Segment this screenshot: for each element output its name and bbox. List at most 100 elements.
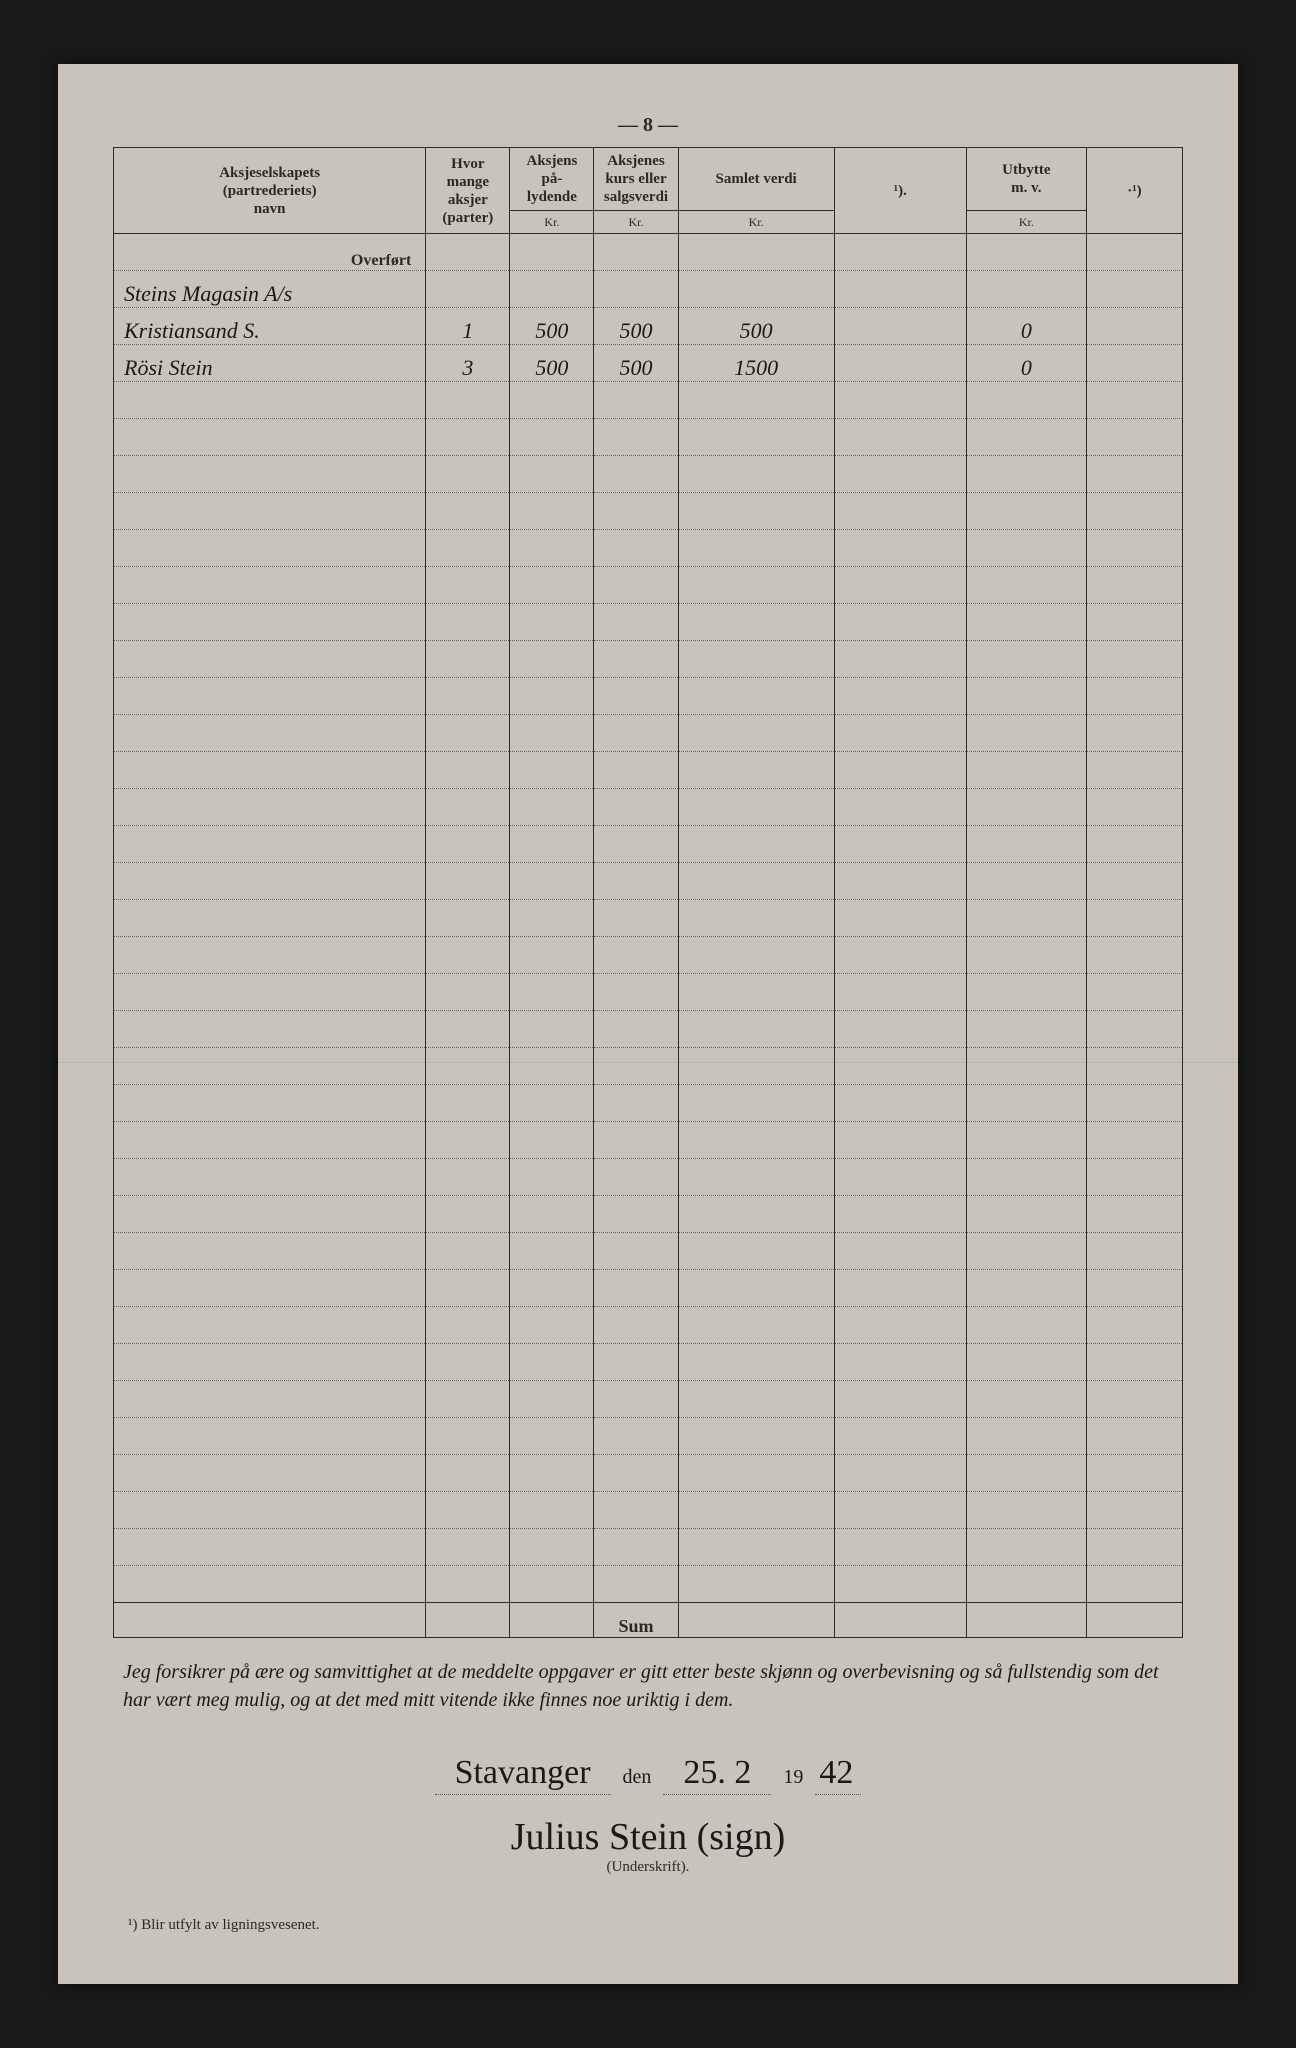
cell-empty <box>510 567 594 604</box>
table-row-empty <box>114 715 1183 752</box>
cell-empty <box>834 1122 966 1159</box>
cell-empty <box>678 493 834 530</box>
cell-empty <box>114 1011 426 1048</box>
table-row-empty <box>114 419 1183 456</box>
cell-empty <box>114 604 426 641</box>
cell-empty <box>966 678 1086 715</box>
cell-empty <box>426 1048 510 1085</box>
cell-empty <box>594 234 678 271</box>
cell-empty <box>834 1196 966 1233</box>
cell-empty <box>510 1085 594 1122</box>
den-label: den <box>623 1766 652 1789</box>
cell-empty <box>678 974 834 1011</box>
cell-empty <box>678 1196 834 1233</box>
cell-empty <box>114 974 426 1011</box>
cell-palydende <box>510 271 594 308</box>
cell-empty <box>426 530 510 567</box>
cell-empty <box>594 678 678 715</box>
cell-samlet <box>678 271 834 308</box>
cell-empty <box>426 1307 510 1344</box>
cell-empty <box>966 752 1086 789</box>
cell-empty <box>678 382 834 419</box>
cell-empty <box>966 641 1086 678</box>
cell-empty <box>594 1011 678 1048</box>
table-row-empty <box>114 1159 1183 1196</box>
cell-empty <box>834 1159 966 1196</box>
cell-empty <box>1086 1529 1182 1566</box>
cell-empty <box>1086 1307 1182 1344</box>
cell-empty <box>594 604 678 641</box>
cell-empty <box>1086 1085 1182 1122</box>
cell-empty <box>678 1455 834 1492</box>
cell-empty <box>834 678 966 715</box>
cell-empty <box>966 715 1086 752</box>
table-row-empty <box>114 1011 1183 1048</box>
cell-empty <box>834 1566 966 1603</box>
cell-salgsverdi <box>594 271 678 308</box>
cell-empty <box>1086 1233 1182 1270</box>
cell-empty <box>678 826 834 863</box>
cell-empty <box>114 1048 426 1085</box>
cell-aksjer <box>426 271 510 308</box>
table-header: Aksjeselskapets (partrederiets) navn Hvo… <box>114 148 1183 234</box>
table-row-empty <box>114 863 1183 900</box>
cell-empty <box>426 1122 510 1159</box>
cell-empty <box>114 826 426 863</box>
cell-empty <box>678 1529 834 1566</box>
cell-empty <box>114 1307 426 1344</box>
cell-empty <box>426 1270 510 1307</box>
cell-empty <box>966 456 1086 493</box>
page-number: — 8 — <box>113 114 1183 137</box>
cell-empty <box>594 493 678 530</box>
table-row-empty <box>114 1344 1183 1381</box>
date-handwritten: 25. 2 <box>663 1754 771 1795</box>
cell-empty <box>510 789 594 826</box>
cell-empty <box>594 1344 678 1381</box>
cell-empty <box>966 789 1086 826</box>
cell-empty <box>594 419 678 456</box>
sum-cell <box>114 1603 426 1638</box>
footnote: ¹) Blir utfylt av ligningsvesenet. <box>128 1917 320 1934</box>
cell-empty <box>1086 1344 1182 1381</box>
cell-empty <box>966 604 1086 641</box>
cell-empty <box>114 863 426 900</box>
cell-palydende: 500 <box>510 308 594 345</box>
cell-empty <box>678 1307 834 1344</box>
cell-empty <box>426 493 510 530</box>
col-note1: ¹). <box>834 148 966 234</box>
cell-empty <box>966 974 1086 1011</box>
table-row-empty <box>114 1566 1183 1603</box>
signature-handwritten: Julius Stein (sign) <box>143 1815 1153 1859</box>
cell-c8 <box>1086 308 1182 345</box>
cell-empty <box>966 1529 1086 1566</box>
cell-empty <box>594 1122 678 1159</box>
cell-empty <box>834 567 966 604</box>
cell-empty <box>426 974 510 1011</box>
cell-empty <box>1086 1381 1182 1418</box>
table-row-empty <box>114 456 1183 493</box>
col-palydende-kr: Kr. <box>510 211 594 234</box>
cell-empty <box>510 1455 594 1492</box>
overfort-label: Overført <box>114 234 426 271</box>
table-row-empty <box>114 1196 1183 1233</box>
table-row-empty <box>114 1085 1183 1122</box>
cell-empty <box>834 1011 966 1048</box>
cell-empty <box>834 863 966 900</box>
cell-empty <box>426 1381 510 1418</box>
cell-empty <box>114 567 426 604</box>
sum-cell <box>678 1603 834 1638</box>
cell-empty <box>1086 1011 1182 1048</box>
cell-empty <box>114 456 426 493</box>
col-note2: ·¹) <box>1086 148 1182 234</box>
cell-empty <box>834 419 966 456</box>
cell-empty <box>426 1455 510 1492</box>
cell-empty <box>1086 1270 1182 1307</box>
signature-block: Julius Stein (sign) (Underskrift). <box>143 1815 1153 1876</box>
table-row: Rösi Stein350050015000 <box>114 345 1183 382</box>
cell-salgsverdi: 500 <box>594 345 678 382</box>
cell-empty <box>678 456 834 493</box>
table-row-empty <box>114 1492 1183 1529</box>
cell-empty <box>678 1011 834 1048</box>
cell-empty <box>510 1233 594 1270</box>
cell-empty <box>594 1196 678 1233</box>
